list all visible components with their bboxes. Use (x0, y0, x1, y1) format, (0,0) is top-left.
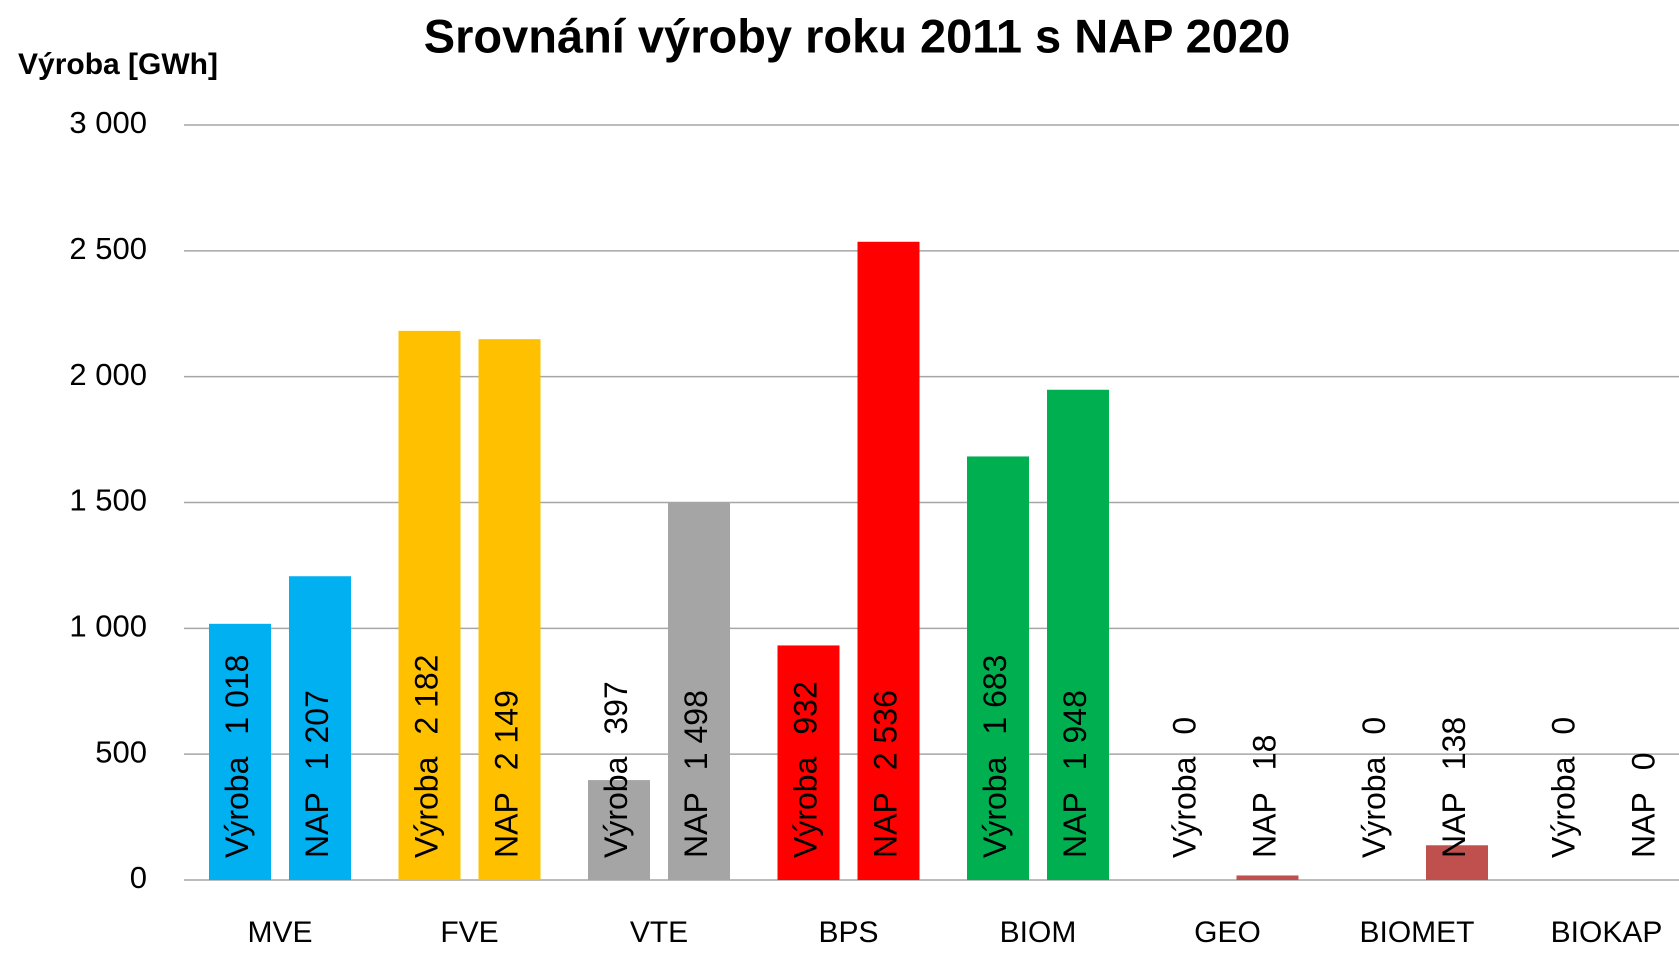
value-label: 1 683 (977, 655, 1013, 735)
value-label: 1 948 (1057, 690, 1093, 770)
data-label: Výroba 0 (1546, 717, 1582, 858)
bar (478, 339, 541, 880)
series-name: Výroba (1546, 756, 1582, 858)
value-label: 0 (1626, 752, 1662, 770)
bar (967, 456, 1029, 880)
value-label: 2 149 (489, 690, 525, 770)
x-tick-label: GEO (1194, 916, 1261, 949)
y-tick-label: 0 (130, 860, 147, 895)
data-label: Výroba 932 (788, 681, 824, 858)
value-label: 0 (1546, 717, 1582, 735)
value-label: 138 (1436, 717, 1472, 770)
data-label: Výroba 397 (598, 681, 634, 858)
data-label: Výroba 1 018 (219, 655, 255, 858)
bar (857, 241, 920, 881)
series-name: NAP (1057, 792, 1093, 858)
bar (398, 330, 461, 880)
data-label: Výroba 0 (1167, 717, 1203, 858)
series-name: Výroba (1167, 756, 1203, 858)
y-tick-label: 1 500 (69, 483, 147, 518)
series-name: Výroba (788, 756, 824, 858)
y-tick-label: 2 500 (69, 231, 147, 266)
series-name: NAP (1436, 792, 1472, 858)
data-label: NAP 1 498 (678, 690, 714, 858)
data-label: Výroba 2 182 (409, 655, 445, 858)
x-tick-label: BIOKAP (1551, 916, 1663, 949)
y-axis-label: Výroba [GWh] (18, 48, 218, 81)
bar (777, 645, 840, 880)
data-label: NAP 138 (1436, 717, 1472, 858)
series-name: Výroba (409, 756, 445, 858)
x-tick-label: VTE (630, 916, 688, 949)
series-name: NAP (678, 792, 714, 858)
data-label: Výroba 0 (1356, 717, 1392, 858)
bar (588, 780, 650, 880)
series-name: NAP (1626, 792, 1662, 858)
value-label: 1 498 (678, 690, 714, 770)
series-name: Výroba (977, 756, 1013, 858)
x-tick-label: BIOMET (1359, 916, 1474, 949)
bar (1426, 845, 1488, 880)
data-label: NAP 1 948 (1057, 690, 1093, 858)
y-tick-label: 2 000 (69, 357, 147, 392)
value-label: 0 (1356, 717, 1392, 735)
value-label: 2 536 (868, 690, 904, 770)
data-label: NAP 1 207 (299, 690, 335, 858)
series-name: Výroba (1356, 756, 1392, 858)
x-tick-label: FVE (440, 916, 498, 949)
series-name: Výroba (598, 756, 634, 858)
value-label: 1 018 (219, 655, 255, 735)
value-label: 932 (788, 681, 824, 734)
x-tick-label: BPS (818, 916, 878, 949)
value-label: 1 207 (299, 690, 335, 770)
bar (1047, 389, 1109, 880)
x-tick-label: BIOM (1000, 916, 1077, 949)
y-tick-label: 500 (95, 734, 147, 769)
value-label: 18 (1247, 735, 1283, 771)
series-name: NAP (868, 792, 904, 858)
data-label: NAP 18 (1247, 735, 1283, 858)
bar (289, 576, 351, 880)
series-name: NAP (299, 792, 335, 858)
bar (1236, 875, 1299, 880)
x-tick-label: MVE (247, 916, 312, 949)
bar (209, 623, 271, 880)
y-tick-label: 3 000 (69, 105, 147, 140)
data-label: NAP 0 (1626, 752, 1662, 858)
y-tick-label: 1 000 (69, 609, 147, 644)
data-label: Výroba 1 683 (977, 655, 1013, 858)
series-name: Výroba (219, 756, 255, 858)
series-name: NAP (1247, 792, 1283, 858)
bar (668, 503, 730, 880)
data-label: NAP 2 149 (489, 690, 525, 858)
value-label: 2 182 (409, 655, 445, 735)
data-label: NAP 2 536 (868, 690, 904, 858)
value-label: 397 (598, 681, 634, 734)
chart-title: Srovnání výroby roku 2011 s NAP 2020 (424, 9, 1290, 62)
series-name: NAP (489, 792, 525, 858)
value-label: 0 (1167, 717, 1203, 735)
